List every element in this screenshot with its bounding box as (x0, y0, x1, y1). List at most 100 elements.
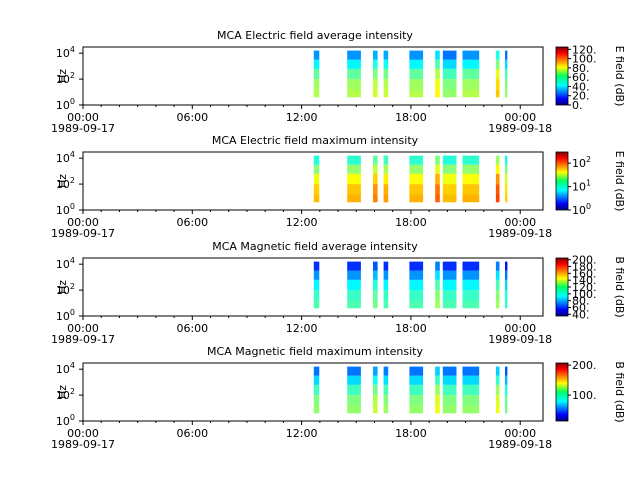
spectrum-band (495, 164, 500, 174)
spectrum-band (409, 270, 424, 280)
spectrum-band (495, 155, 500, 165)
spectrum-band (495, 375, 500, 385)
x-tick-label: 00:00 (504, 427, 536, 440)
spectrum-band (383, 405, 389, 414)
spectrum-band (435, 184, 440, 195)
colorbar (555, 151, 569, 211)
spectrum-band (347, 184, 361, 195)
colorbar-tick-label: 160. (572, 267, 597, 280)
spectrum-band (313, 261, 320, 271)
spectrum-band (313, 270, 320, 280)
spectrum-band (505, 366, 508, 376)
spectrum-band (373, 194, 378, 203)
spectrum-band (373, 279, 378, 291)
x-tick-label: 00:00 (67, 427, 99, 440)
colorbar-tick-label: 140. (572, 274, 597, 287)
x-tick-label: 00:00 (67, 322, 99, 335)
colorbar-tick-label: 100. (572, 53, 597, 66)
spectrum-band (505, 194, 508, 203)
spectrum-band (373, 405, 378, 414)
spectrum-band (347, 366, 361, 376)
spectrum-band (373, 155, 378, 165)
spectrum-band (505, 184, 508, 195)
colorbar-tick-label: 100. (572, 288, 597, 301)
spectrum-band (313, 375, 320, 385)
y-tick-label: 102 (56, 387, 75, 402)
spectrum-band (383, 375, 389, 385)
spectrum-band (373, 184, 378, 195)
spectrum-band (347, 50, 361, 60)
spectrum-band (313, 184, 320, 195)
spectrum-band (442, 50, 457, 60)
panel-title: MCA Electric field maximum intensity (212, 134, 419, 147)
spectrum-band (462, 261, 480, 271)
spectrum-band (409, 300, 424, 309)
spectrum-band (505, 384, 508, 396)
spectrum-band (442, 375, 457, 385)
spectrum-band (373, 50, 378, 60)
spectrum-band (409, 261, 424, 271)
x-tick-label: 12:00 (286, 111, 318, 124)
spectrum-band (505, 59, 508, 69)
spectrum-band (409, 395, 424, 406)
spectrum-band (313, 279, 320, 291)
spectrum-band (442, 366, 457, 376)
spectrum-band (347, 194, 361, 203)
y-axis-label: Hz (56, 174, 69, 188)
spectrum-band (495, 405, 500, 414)
x-date-label: 1989-09-18 (488, 438, 552, 451)
spectrum-band (383, 173, 389, 185)
spectrum-band (347, 375, 361, 385)
spectrum-band (313, 68, 320, 80)
y-tick-label: 102 (56, 71, 75, 86)
spectrum-band (435, 300, 440, 309)
plot-frame (82, 151, 544, 211)
y-axis-label: Hz (56, 385, 69, 399)
spectrum-band (505, 405, 508, 414)
spectrum-band (462, 300, 480, 309)
y-tick-label: 100 (56, 202, 75, 217)
spectrum-band (409, 375, 424, 385)
spectrum-band (383, 155, 389, 165)
spectrum-band (435, 68, 440, 80)
spectrum-band (442, 261, 457, 271)
spectrum-band (442, 395, 457, 406)
spectrum-band (505, 79, 508, 90)
y-tick-label: 102 (56, 176, 75, 191)
spectrum-band (462, 194, 480, 203)
spectrum-band (462, 173, 480, 185)
panel-title: MCA Electric field average intensity (217, 29, 413, 42)
spectrum-band (313, 366, 320, 376)
spectrum-band (462, 290, 480, 301)
spectrum-band (409, 59, 424, 69)
spectrum-band (313, 50, 320, 60)
x-tick-label: 06:00 (176, 111, 208, 124)
spectrum-band (505, 68, 508, 80)
spectrum-band (462, 405, 480, 414)
spectrum-band (505, 270, 508, 280)
spectrum-band (373, 59, 378, 69)
spectrum-band (462, 79, 480, 90)
spectrum-band (347, 290, 361, 301)
spectrum-band (383, 290, 389, 301)
colorbar-tick-label: 100. (572, 389, 597, 402)
spectrum-band (313, 155, 320, 165)
x-date-label: 1989-09-18 (488, 333, 552, 346)
spectrum-band (409, 405, 424, 414)
spectrum-band (347, 59, 361, 69)
x-date-label: 1989-09-18 (488, 122, 552, 135)
spectrum-band (373, 270, 378, 280)
spectrum-band (383, 184, 389, 195)
x-tick-label: 06:00 (176, 427, 208, 440)
spectrum-band (505, 50, 508, 60)
spectrum-band (495, 261, 500, 271)
x-tick-label: 18:00 (395, 427, 427, 440)
spectrum-band (373, 89, 378, 98)
spectrum-band (373, 395, 378, 406)
spectrum-band (409, 79, 424, 90)
spectrum-band (442, 59, 457, 69)
spectrum-band (435, 155, 440, 165)
spectrum-band (442, 300, 457, 309)
spectrum-band (435, 375, 440, 385)
